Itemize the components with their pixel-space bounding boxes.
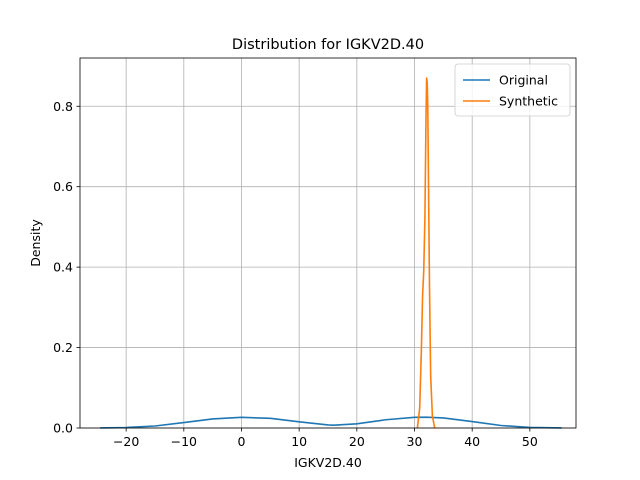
x-tick-label: 20 [349,434,365,449]
x-tick-label: −20 [113,434,139,449]
y-tick-label: 0.6 [53,179,73,194]
x-tick-label: −10 [171,434,197,449]
legend-label: Original [499,73,548,88]
legend: Original Synthetic [454,63,571,117]
y-axis-label: Density [28,219,43,267]
x-tick-label: 10 [291,434,307,449]
series-line-synthetic [416,77,436,429]
plot-frame [79,57,577,429]
y-tick-label: 0.4 [53,260,73,275]
axis-ticks: −20 −10 0 10 20 30 40 50 0.0 0.2 0.4 0.6 0.8 [53,99,538,449]
legend-label: Synthetic [499,94,558,109]
y-tick-label: 0.0 [53,421,73,436]
chart-title: Distribution for IGKV2D.40 [232,37,424,53]
series-line-original [100,416,562,429]
y-tick-label: 0.8 [53,99,73,114]
x-axis-label: IGKV2D.40 [294,455,362,470]
x-tick-label: 0 [238,434,246,449]
y-tick-label: 0.2 [53,340,73,355]
x-tick-label: 40 [464,434,480,449]
series-lines [100,77,562,429]
legend-box [454,63,571,117]
x-tick-label: 30 [407,434,423,449]
x-tick-label: 50 [522,434,538,449]
